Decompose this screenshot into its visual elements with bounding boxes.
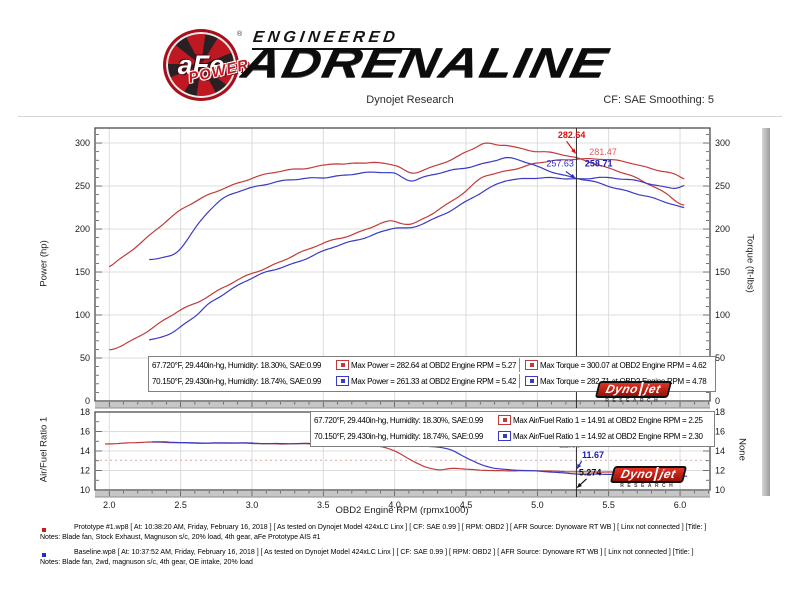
red-series-swatch	[498, 415, 511, 425]
svg-text:18: 18	[715, 407, 725, 417]
afe-power-logo: aFe	[163, 29, 239, 101]
baseline-torque-ftlbs	[149, 156, 685, 261]
cursor-value-annotation: 11.67	[582, 450, 604, 460]
svg-text:50: 50	[715, 353, 725, 363]
wordmark-underline	[252, 48, 412, 50]
svg-text:16: 16	[80, 427, 90, 437]
afe-logo-text: aFe	[177, 49, 225, 80]
svg-text:200: 200	[715, 224, 730, 234]
svg-text:10: 10	[715, 485, 725, 495]
blue-run-bullet	[42, 553, 46, 557]
max-torque-readout: Max Torque = 300.07 at OBD2 Engine RPM =…	[540, 360, 707, 370]
svg-text:12: 12	[80, 466, 90, 476]
legend-divider	[519, 358, 520, 372]
svg-text:0: 0	[85, 396, 90, 406]
max-afr-readout: Max Air/Fuel Ratio 1 = 14.91 at OBD2 Eng…	[513, 415, 703, 425]
run-file-entry: Prototype #1.wp8 [ At: 10:38:20 AM, Frid…	[74, 524, 707, 531]
dynojet-logo-text: Dyno jet	[609, 466, 687, 483]
svg-text:2.5: 2.5	[174, 500, 187, 510]
env-conditions: 70.150°F, 29.430in-hg, Humidity: 18.74%,…	[314, 431, 484, 441]
env-conditions: 67.720°F, 29.440in-hg, Humidity: 18.30%,…	[314, 415, 484, 425]
svg-text:250: 250	[715, 181, 730, 191]
afr-axis-label: Air/Fuel Ratio 1	[38, 416, 50, 483]
svg-text:10: 10	[80, 485, 90, 495]
svg-text:200: 200	[75, 224, 90, 234]
env-conditions: 67.720°F, 29.440in-hg, Humidity: 18.30%,…	[152, 360, 322, 370]
svg-text:2.0: 2.0	[103, 500, 116, 510]
svg-text:150: 150	[715, 267, 730, 277]
power-torque-chart[interactable]: 0 0 50 50 100 100 150 150 200 200 250 250 300 300 282.…	[28, 122, 780, 418]
svg-text:14: 14	[80, 446, 90, 456]
baseline-power-hp	[149, 176, 685, 341]
torque-axis-label: Torque (ft-lbs)	[744, 234, 756, 293]
cursor-value-annotation: 258.71	[585, 158, 613, 168]
blue-series-swatch	[336, 376, 349, 386]
dynojet-logo: Dyno jet RESEARCH	[594, 380, 672, 404]
svg-text:6.0: 6.0	[674, 500, 687, 510]
run-notes: Notes: Blade fan, Stock Exhaust, Magnuso…	[40, 534, 321, 541]
svg-text:150: 150	[75, 267, 90, 277]
blue-series-swatch	[525, 376, 538, 386]
env-conditions: 70.150°F, 29.430in-hg, Humidity: 18.74%,…	[152, 376, 322, 386]
legend-row-baseline: 70.150°F, 29.430in-hg, Humidity: 18.74%,…	[311, 428, 714, 444]
max-afr-readout: Max Air/Fuel Ratio 1 = 14.92 at OBD2 Eng…	[513, 431, 703, 441]
dynojet-logo: Dyno jet RESEARCH	[609, 465, 687, 489]
power-axis-label: Power (hp)	[38, 240, 50, 287]
svg-text:300: 300	[715, 138, 730, 148]
legend-divider	[519, 374, 520, 388]
registered-mark: ®	[237, 31, 243, 38]
header-divider	[18, 116, 782, 117]
legend-row-prototype: 67.720°F, 29.440in-hg, Humidity: 18.30%,…	[311, 412, 714, 428]
svg-text:12: 12	[715, 466, 725, 476]
adrenaline-wordmark: ADRENALINE	[238, 39, 613, 86]
svg-text:300: 300	[75, 138, 90, 148]
svg-text:18: 18	[80, 407, 90, 417]
run-notes: Notes: Blade fan, 2wd, magnuson s/c, 4th…	[40, 559, 253, 566]
red-run-bullet	[42, 528, 46, 532]
smoothing-label: CF: SAE Smoothing: 5	[603, 94, 714, 106]
svg-text:100: 100	[715, 310, 730, 320]
svg-text:250: 250	[75, 181, 90, 191]
svg-text:4.0: 4.0	[388, 500, 401, 510]
none-axis-label: None	[736, 438, 748, 461]
dynojet-research-label: Dynojet Research	[366, 94, 454, 106]
max-power-readout: Max Power = 261.33 at OBD2 Engine RPM = …	[351, 376, 517, 386]
prototype-torque-ftlbs	[108, 142, 685, 268]
cursor-value-annotation: 282.64	[558, 130, 586, 140]
dynojet-research-sub: RESEARCH	[605, 398, 662, 404]
cursor-value-annotation: 281.47	[589, 147, 617, 157]
prototype-power-hp	[109, 158, 685, 351]
cursor-value-annotation: 5.274	[579, 467, 602, 477]
svg-text:4.5: 4.5	[460, 500, 473, 510]
red-series-swatch	[336, 360, 349, 370]
right-shadow-bar	[762, 128, 770, 496]
svg-text:3.0: 3.0	[246, 500, 259, 510]
svg-text:14: 14	[715, 446, 725, 456]
svg-text:5.5: 5.5	[602, 500, 615, 510]
cursor-value-annotation: 257.63	[546, 158, 574, 168]
dynojet-logo-text: Dyno jet	[594, 381, 672, 398]
max-power-readout: Max Power = 282.64 at OBD2 Engine RPM = …	[351, 360, 517, 370]
dynojet-research-sub: RESEARCH	[620, 483, 677, 489]
red-series-swatch	[525, 360, 538, 370]
rpm-axis-label: OBD2 Engine RPM (rpmx1000)	[335, 505, 469, 516]
svg-text:50: 50	[80, 353, 90, 363]
svg-text:100: 100	[75, 310, 90, 320]
run-file-entry: Baseline.wp8 [ At: 10:37:52 AM, Friday, …	[74, 549, 694, 556]
svg-text:0: 0	[715, 396, 720, 406]
svg-text:16: 16	[715, 427, 725, 437]
svg-text:3.5: 3.5	[317, 500, 330, 510]
afr-legend: 67.720°F, 29.440in-hg, Humidity: 18.30%,…	[310, 411, 715, 447]
blue-series-swatch	[498, 431, 511, 441]
svg-text:5.0: 5.0	[531, 500, 544, 510]
legend-row-prototype: 67.720°F, 29.440in-hg, Humidity: 18.30%,…	[149, 357, 715, 373]
